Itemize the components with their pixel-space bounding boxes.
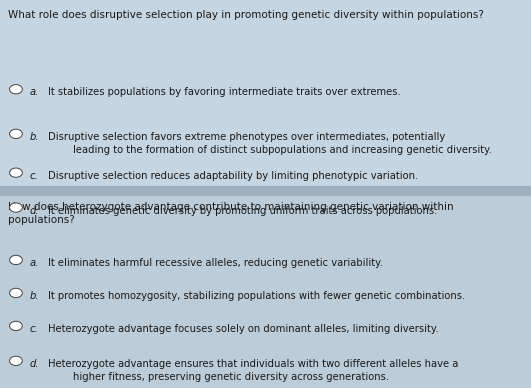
- Text: d.: d.: [29, 206, 39, 216]
- Text: Disruptive selection reduces adaptability by limiting phenotypic variation.: Disruptive selection reduces adaptabilit…: [48, 171, 418, 181]
- Text: Heterozygote advantage ensures that individuals with two different alleles have : Heterozygote advantage ensures that indi…: [48, 359, 458, 382]
- Text: Disruptive selection favors extreme phenotypes over intermediates, potentially
 : Disruptive selection favors extreme phen…: [48, 132, 492, 155]
- Circle shape: [10, 255, 22, 265]
- Circle shape: [10, 203, 22, 212]
- Text: How does heterozygote advantage contribute to maintaining genetic variation with: How does heterozygote advantage contribu…: [8, 202, 453, 225]
- Text: It eliminates genetic diversity by promoting uniform traits across populations.: It eliminates genetic diversity by promo…: [48, 206, 437, 216]
- Text: c.: c.: [29, 171, 38, 181]
- Text: It eliminates harmful recessive alleles, reducing genetic variability.: It eliminates harmful recessive alleles,…: [48, 258, 383, 268]
- Bar: [0, 196, 531, 388]
- Circle shape: [10, 356, 22, 365]
- Bar: [0, 0, 531, 186]
- Text: b.: b.: [29, 291, 39, 301]
- Text: It promotes homozygosity, stabilizing populations with fewer genetic combination: It promotes homozygosity, stabilizing po…: [48, 291, 465, 301]
- Text: c.: c.: [29, 324, 38, 334]
- Text: a.: a.: [29, 87, 38, 97]
- Text: It stabilizes populations by favoring intermediate traits over extremes.: It stabilizes populations by favoring in…: [48, 87, 400, 97]
- Circle shape: [10, 129, 22, 139]
- Text: b.: b.: [29, 132, 39, 142]
- Circle shape: [10, 288, 22, 298]
- Bar: [0, 186, 531, 196]
- Circle shape: [10, 321, 22, 331]
- Text: What role does disruptive selection play in promoting genetic diversity within p: What role does disruptive selection play…: [8, 10, 484, 20]
- Circle shape: [10, 168, 22, 177]
- Text: Heterozygote advantage focuses solely on dominant alleles, limiting diversity.: Heterozygote advantage focuses solely on…: [48, 324, 439, 334]
- Circle shape: [10, 85, 22, 94]
- Text: a.: a.: [29, 258, 38, 268]
- Text: d.: d.: [29, 359, 39, 369]
